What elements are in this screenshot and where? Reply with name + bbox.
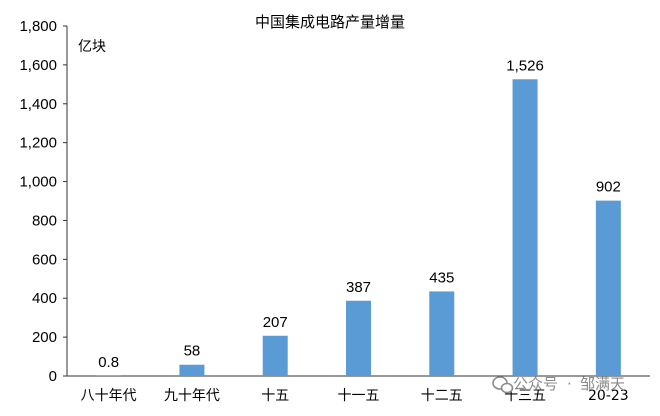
x-tick-label: 八十年代 (81, 388, 137, 404)
data-label: 58 (184, 343, 201, 360)
y-unit-label: 亿块 (78, 39, 106, 55)
y-tick-label: 1,400 (19, 96, 57, 113)
bar (512, 79, 538, 377)
x-tick-label: 九十年代 (164, 388, 220, 404)
y-tick-label: 800 (32, 212, 57, 229)
x-tick-label: 20-23 (588, 388, 629, 404)
y-tick-label: 1,000 (19, 174, 57, 191)
data-label: 902 (596, 179, 621, 196)
y-tick-label: 1,800 (19, 18, 57, 35)
x-tick-label: 十二五 (421, 388, 463, 404)
watermark: 公众号 · 邹满天 (492, 375, 625, 394)
x-tick-label: 十三五 (504, 388, 546, 404)
y-tick-label: 1,600 (19, 57, 57, 74)
data-label: 0.8 (98, 354, 119, 371)
bar (262, 335, 288, 376)
y-tick-label: 0 (49, 368, 57, 385)
watermark-separator: · (567, 375, 572, 393)
bar (595, 200, 621, 376)
bar (429, 291, 455, 376)
watermark-prefix: 公众号 (513, 375, 558, 393)
y-tick-label: 400 (32, 290, 57, 307)
y-tick-label: 200 (32, 329, 57, 346)
bars (96, 79, 621, 377)
data-label: 1,526 (506, 57, 544, 74)
x-tick-label: 十五 (261, 388, 289, 404)
y-tick-label: 600 (32, 251, 57, 268)
tick-labels: 0 200 400 600 800 1,000 1,200 1,400 1,600 1,800 八十… (19, 18, 628, 404)
bar (179, 364, 205, 376)
data-labels: 0.8 58 207 387 435 1,526 902 (98, 57, 621, 371)
data-label: 387 (346, 279, 371, 296)
bar (346, 300, 371, 376)
watermark-author: 邹满天 (580, 375, 625, 393)
x-tick-label: 十一五 (338, 388, 380, 404)
wechat-icon (492, 376, 514, 394)
data-label: 207 (263, 314, 288, 331)
data-label: 435 (429, 269, 454, 286)
y-tick-label: 1,200 (19, 135, 57, 152)
chart-title: 中国集成电路产量增量 (255, 13, 405, 31)
